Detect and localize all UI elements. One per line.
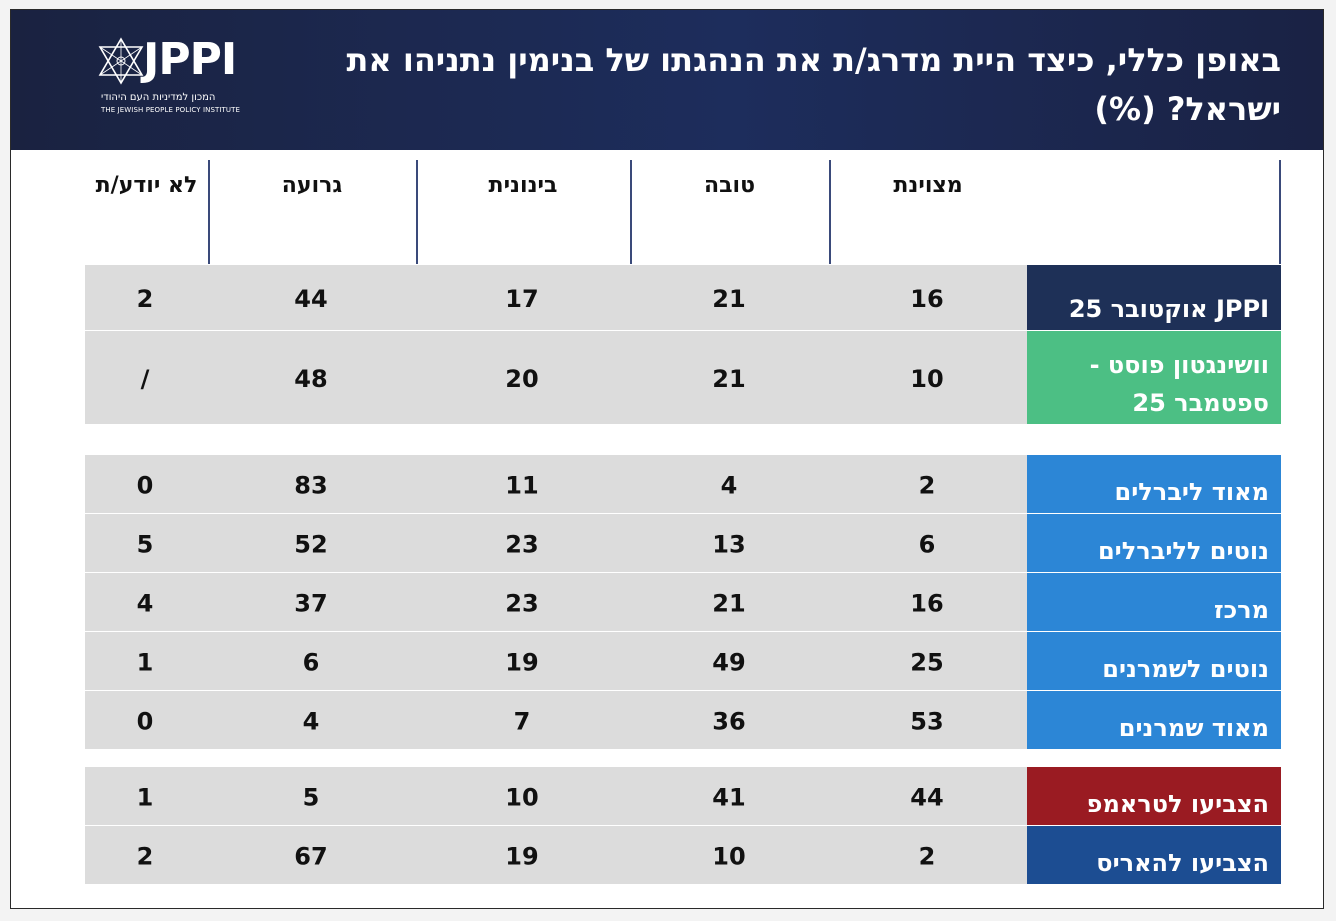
cell-value: 2 (919, 843, 936, 871)
cell-value: 23 (505, 590, 538, 618)
cell-value: 10 (712, 843, 745, 871)
column-divider (416, 160, 418, 264)
cell-value: 4 (303, 708, 320, 736)
cell-value: 25 (910, 649, 943, 677)
cell-value: 10 (910, 365, 943, 393)
row-label: JPPI אוקטובר 25 (1069, 295, 1269, 323)
row-label-cell (1027, 767, 1281, 826)
row-label-cell (1027, 514, 1281, 573)
cell-value: 36 (712, 708, 745, 736)
cell-value: 44 (910, 784, 943, 812)
cell-value: 48 (294, 365, 327, 393)
logo-subtitle-hebrew: המכון למדיניות העם היהודי (101, 92, 216, 103)
cell-value: 16 (910, 285, 943, 313)
cell-value: 23 (505, 531, 538, 559)
cell-value: 17 (505, 285, 538, 313)
row-label: מאוד ליברלים (1114, 478, 1269, 506)
logo-subtitle-english: THE JEWISH PEOPLE POLICY INSTITUTE (101, 106, 241, 114)
column-header: בינונית (488, 173, 558, 198)
star-of-david-icon (98, 37, 144, 85)
column-divider (1279, 160, 1281, 264)
row-separator (85, 884, 1281, 886)
chart-frame: באופן כללי, כיצד היית מדרג/ת את הנהגתו ש… (10, 9, 1324, 909)
cell-value: 1 (137, 784, 154, 812)
cell-value: 20 (505, 365, 538, 393)
cell-value: 6 (919, 531, 936, 559)
row-separator (85, 749, 1281, 751)
row-label: נוטים לליברלים (1098, 537, 1269, 565)
cell-value: 41 (712, 784, 745, 812)
cell-value: 2 (137, 843, 154, 871)
row-label: וושינגטון פוסט - (1090, 351, 1269, 379)
cell-value: 13 (712, 531, 745, 559)
chart-header: באופן כללי, כיצד היית מדרג/ת את הנהגתו ש… (11, 10, 1323, 150)
cell-value: 19 (505, 649, 538, 677)
row-separator (85, 424, 1281, 426)
cell-value: 2 (137, 285, 154, 313)
cell-value: / (141, 365, 150, 393)
cell-value: 4 (137, 590, 154, 618)
row-label-cell (1027, 573, 1281, 632)
row-separator (85, 330, 1281, 332)
row-label: נוטים לשמרנים (1102, 655, 1269, 683)
cell-value: 6 (303, 649, 320, 677)
cell-value: 0 (137, 708, 154, 736)
cell-value: 4 (721, 472, 738, 500)
cell-value: 49 (712, 649, 745, 677)
column-header: לא יודע/ת (95, 173, 198, 198)
cell-value: 21 (712, 365, 745, 393)
row-label-cell (1027, 331, 1281, 425)
column-divider (829, 160, 831, 264)
column-header: מצוינת (893, 173, 963, 198)
cell-value: 44 (294, 285, 327, 313)
cell-value: 10 (505, 784, 538, 812)
cell-value: 37 (294, 590, 327, 618)
cell-value: 1 (137, 649, 154, 677)
column-headers: מצוינת טובה בינונית גרועה לא יודע/ת (11, 150, 1323, 265)
cell-value: 21 (712, 590, 745, 618)
chart-title: באופן כללי, כיצד היית מדרג/ת את הנהגתו ש… (346, 41, 1281, 128)
row-label: הצביעו לטראמפ (1087, 790, 1269, 818)
cell-value: 19 (505, 843, 538, 871)
cell-value: 83 (294, 472, 327, 500)
cell-value: 2 (919, 472, 936, 500)
jppi-logo: JPPI המכון למדיניות העם היהודי THE JEWIS… (97, 34, 247, 124)
column-header: טובה (703, 173, 756, 198)
row-label-cell (1027, 455, 1281, 514)
row-separator (85, 825, 1281, 827)
cell-value: 52 (294, 531, 327, 559)
column-divider (208, 160, 210, 264)
row-separator (85, 513, 1281, 515)
column-divider (630, 160, 632, 264)
row-label: מרכז (1214, 596, 1269, 624)
cell-value: 0 (137, 472, 154, 500)
logo-wordmark: JPPI (143, 34, 237, 85)
row-label: הצביעו להאריס (1096, 849, 1269, 877)
cell-value: 5 (137, 531, 154, 559)
cell-value: 5 (303, 784, 320, 812)
cell-value: 21 (712, 285, 745, 313)
row-label-cell (1027, 691, 1281, 750)
column-header: גרועה (281, 173, 343, 198)
cell-value: 67 (294, 843, 327, 871)
row-label-cell (1027, 265, 1281, 331)
row-label-cell (1027, 826, 1281, 885)
row-label: ספטמבר 25 (1132, 389, 1269, 417)
cell-value: 7 (514, 708, 531, 736)
row-separator (85, 690, 1281, 692)
cell-value: 53 (910, 708, 943, 736)
row-separator (85, 572, 1281, 574)
row-label-cell (1027, 632, 1281, 691)
cell-value: 16 (910, 590, 943, 618)
row-separator (85, 631, 1281, 633)
cell-value: 11 (505, 472, 538, 500)
row-label: מאוד שמרנים (1119, 714, 1269, 742)
